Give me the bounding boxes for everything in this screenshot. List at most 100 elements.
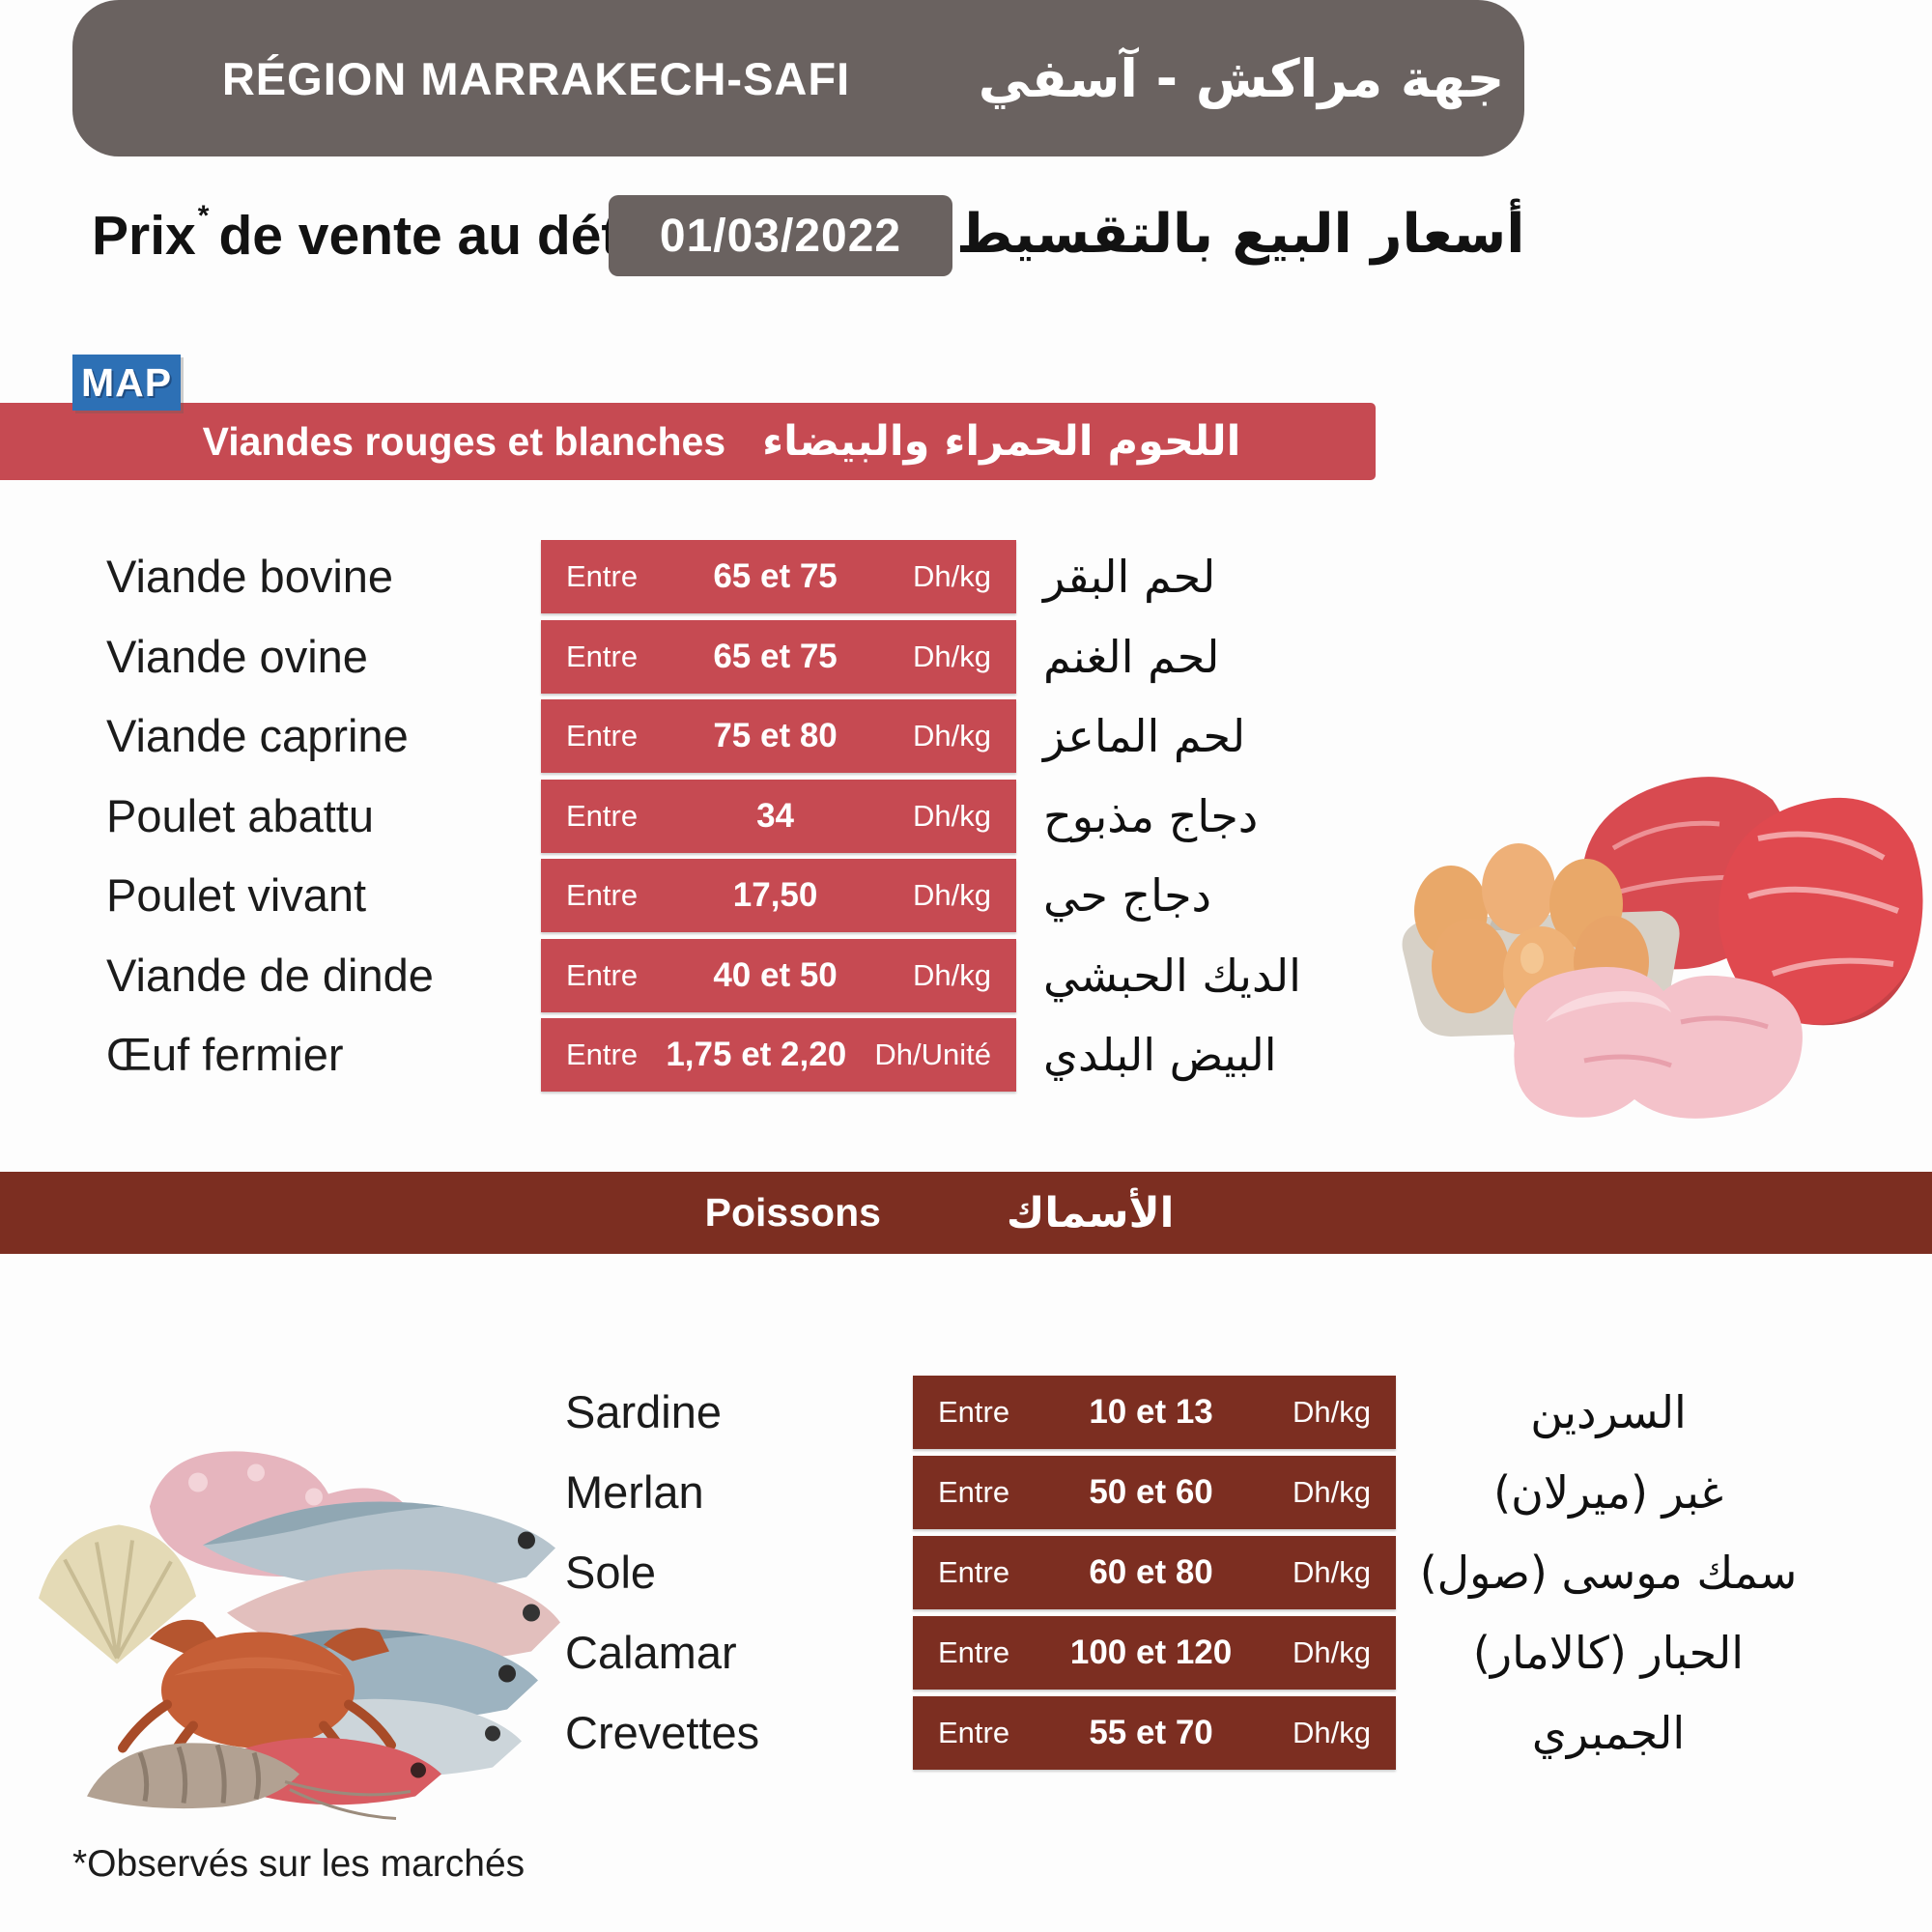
entre-label: Entre — [566, 639, 639, 673]
price-unit: Dh/kg — [1293, 1475, 1371, 1509]
date-value: 01/03/2022 — [659, 210, 902, 262]
row-label-ar: لحم الغنم — [1043, 631, 1220, 683]
fish-banner-ar: الأسماك — [1006, 1188, 1175, 1237]
price-value: 40 et 50 — [713, 956, 838, 994]
price-pill: Entre 55 et 70 Dh/kg — [913, 1696, 1396, 1770]
price-row-poulet-vivant: Poulet vivant Entre 17,50 Dh/kg دجاج حي — [0, 859, 1932, 932]
footnote: *Observés sur les marchés — [72, 1843, 526, 1885]
row-label-fr: Calamar — [565, 1627, 737, 1678]
row-label-ar: غبر (ميرلان) — [1493, 1466, 1723, 1519]
price-value: 55 et 70 — [1089, 1714, 1213, 1751]
price-row-viande-ovine: Viande ovine Entre 65 et 75 Dh/kg لحم ال… — [0, 620, 1932, 694]
price-row-crevettes: Crevettes Entre 55 et 70 Dh/kg الجمبري — [0, 1696, 1932, 1770]
price-pill: Entre 1,75 et 2,20 Dh/Unité — [541, 1018, 1016, 1092]
price-pill: Entre 10 et 13 Dh/kg — [913, 1376, 1396, 1449]
entre-label: Entre — [938, 1395, 1010, 1429]
price-unit: Dh/kg — [1293, 1395, 1371, 1429]
price-row-sardine: Sardine Entre 10 et 13 Dh/kg السردين — [0, 1376, 1932, 1449]
row-label-ar: سمك موسى (صول) — [1419, 1547, 1798, 1599]
row-label-ar: الحبار (كالامار) — [1472, 1627, 1745, 1679]
price-unit: Dh/kg — [913, 878, 991, 912]
price-value: 75 et 80 — [713, 717, 838, 754]
page-title-fr: Prix * de vente au détail — [92, 200, 681, 268]
region-title-fr: RÉGION MARRAKECH-SAFI — [221, 52, 851, 104]
row-label-ar: الديك الحبشي — [1043, 950, 1301, 1002]
entre-label: Entre — [566, 719, 639, 753]
price-row-calamar: Calamar Entre 100 et 120 Dh/kg الحبار (ك… — [0, 1616, 1932, 1690]
entre-label: Entre — [566, 878, 639, 912]
region-title-ar: جهة مراكش - آسفي — [978, 47, 1505, 109]
entre-label: Entre — [566, 799, 639, 833]
price-row-sole: Sole Entre 60 et 80 Dh/kg سمك موسى (صول) — [0, 1536, 1932, 1609]
price-pill: Entre 50 et 60 Dh/kg — [913, 1456, 1396, 1529]
price-row-viande-caprine: Viande caprine Entre 75 et 80 Dh/kg لحم … — [0, 699, 1932, 773]
row-label-fr: Sole — [565, 1547, 657, 1598]
price-value: 65 et 75 — [713, 557, 838, 595]
meat-and-eggs-image — [1343, 732, 1932, 1138]
price-unit: Dh/Unité — [874, 1037, 991, 1071]
price-pill: Entre 34 Dh/kg — [541, 780, 1016, 853]
price-row-oeuf-fermier: Œuf fermier Entre 1,75 et 2,20 Dh/Unité … — [0, 1018, 1932, 1092]
price-unit: Dh/kg — [913, 719, 991, 753]
row-label-fr: Crevettes — [565, 1707, 760, 1758]
entre-label: Entre — [566, 1037, 639, 1071]
price-unit: Dh/kg — [913, 559, 991, 593]
price-value: 100 et 120 — [1069, 1634, 1233, 1671]
price-unit: Dh/kg — [1293, 1555, 1371, 1589]
row-label-ar: الجمبري — [1531, 1707, 1686, 1759]
row-label-ar: دجاج مذبوح — [1043, 790, 1259, 842]
price-pill: Entre 100 et 120 Dh/kg — [913, 1616, 1396, 1690]
row-label-ar: لحم البقر — [1043, 551, 1216, 603]
price-pill: Entre 75 et 80 Dh/kg — [541, 699, 1016, 773]
price-row-poulet-abattu: Poulet abattu Entre 34 Dh/kg دجاج مذبوح — [0, 780, 1932, 853]
entre-label: Entre — [938, 1716, 1010, 1749]
row-label-fr: Poulet abattu — [106, 790, 374, 841]
entre-label: Entre — [938, 1555, 1010, 1589]
price-pill: Entre 40 et 50 Dh/kg — [541, 939, 1016, 1012]
entre-label: Entre — [938, 1475, 1010, 1509]
meats-section-banner: Viandes rouges et blanches اللحوم الحمرا… — [0, 403, 1376, 480]
page-title-ar: أسعار البيع بالتقسيط — [956, 202, 1525, 266]
row-label-ar: دجاج حي — [1043, 869, 1212, 922]
price-pill: Entre 65 et 75 Dh/kg — [541, 540, 1016, 613]
map-logo-text: MAP — [80, 359, 173, 405]
entre-label: Entre — [566, 559, 639, 593]
price-unit: Dh/kg — [1293, 1635, 1371, 1669]
row-label-fr: Poulet vivant — [106, 869, 367, 921]
title-word: Prix — [92, 205, 196, 267]
price-value: 60 et 80 — [1089, 1553, 1213, 1591]
price-value: 65 et 75 — [713, 638, 838, 675]
price-row-viande-dinde: Viande de dinde Entre 40 et 50 Dh/kg الد… — [0, 939, 1932, 1012]
date-badge: 01/03/2022 — [609, 195, 952, 276]
price-row-merlan: Merlan Entre 50 et 60 Dh/kg غبر (ميرلان) — [0, 1456, 1932, 1529]
price-value: 34 — [756, 797, 795, 835]
price-unit: Dh/kg — [913, 799, 991, 833]
price-pill: Entre 17,50 Dh/kg — [541, 859, 1016, 932]
row-label-ar: السردين — [1530, 1386, 1687, 1438]
row-label-ar: لحم الماعز — [1043, 710, 1246, 762]
meats-banner-ar: اللحوم الحمراء والبيضاء — [762, 417, 1241, 466]
row-label-fr: Viande caprine — [106, 710, 409, 761]
fish-section-banner: Poissons الأسماك — [0, 1172, 1932, 1254]
price-pill: Entre 65 et 75 Dh/kg — [541, 620, 1016, 694]
row-label-fr: Sardine — [565, 1386, 722, 1437]
title-rest: de vente au détail — [218, 205, 681, 267]
price-pill: Entre 60 et 80 Dh/kg — [913, 1536, 1396, 1609]
price-row-viande-bovine: Viande bovine Entre 65 et 75 Dh/kg لحم ا… — [0, 540, 1932, 613]
entre-label: Entre — [938, 1635, 1010, 1669]
seafood-platter-image — [5, 1412, 570, 1852]
meats-banner-fr: Viandes rouges et blanches — [202, 418, 726, 464]
fish-banner-fr: Poissons — [704, 1190, 881, 1235]
row-label-fr: Viande de dinde — [106, 950, 434, 1001]
price-value: 17,50 — [732, 876, 818, 914]
price-value: 50 et 60 — [1089, 1473, 1213, 1511]
price-value: 10 et 13 — [1089, 1393, 1213, 1431]
price-unit: Dh/kg — [913, 958, 991, 992]
price-value: 1,75 et 2,20 — [666, 1036, 847, 1073]
price-unit: Dh/kg — [1293, 1716, 1371, 1749]
row-label-fr: Œuf fermier — [106, 1029, 344, 1080]
map-logo: MAP — [72, 355, 181, 411]
entre-label: Entre — [566, 958, 639, 992]
price-unit: Dh/kg — [913, 639, 991, 673]
